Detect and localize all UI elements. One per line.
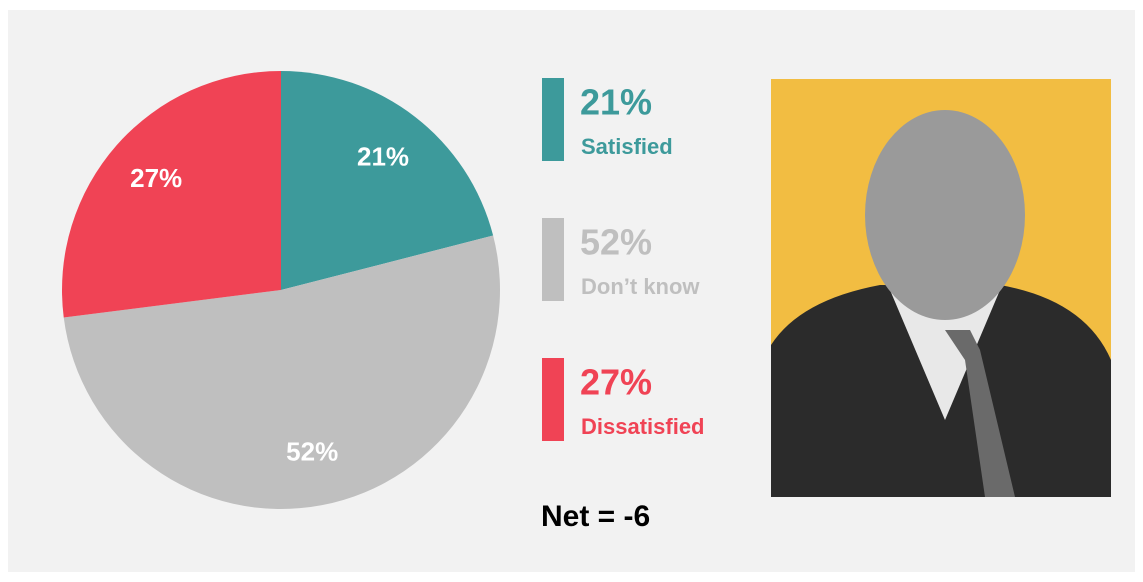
net-annotation: Net = -6 xyxy=(541,500,650,533)
legend-value: 27% xyxy=(580,362,652,403)
slice-label: 27% xyxy=(130,163,182,193)
legend-swatch xyxy=(542,218,564,301)
pie-slice xyxy=(281,71,494,290)
legend-swatch xyxy=(542,78,564,161)
pie-slice xyxy=(63,235,501,509)
photo xyxy=(771,79,1111,497)
slice-label: 52% xyxy=(286,436,338,466)
legend-label: Don’t know xyxy=(581,274,700,299)
legend-swatch xyxy=(542,358,564,441)
photo-shirt xyxy=(890,290,1000,420)
pie-slice xyxy=(61,71,281,318)
legend-label: Dissatisfied xyxy=(581,414,705,439)
slice-label: 21% xyxy=(357,141,409,171)
legend-label: Satisfied xyxy=(581,134,673,159)
photo-face xyxy=(865,110,1025,320)
legend-value: 21% xyxy=(580,82,652,123)
photo-tie xyxy=(945,330,1015,497)
legend-value: 52% xyxy=(580,222,652,263)
